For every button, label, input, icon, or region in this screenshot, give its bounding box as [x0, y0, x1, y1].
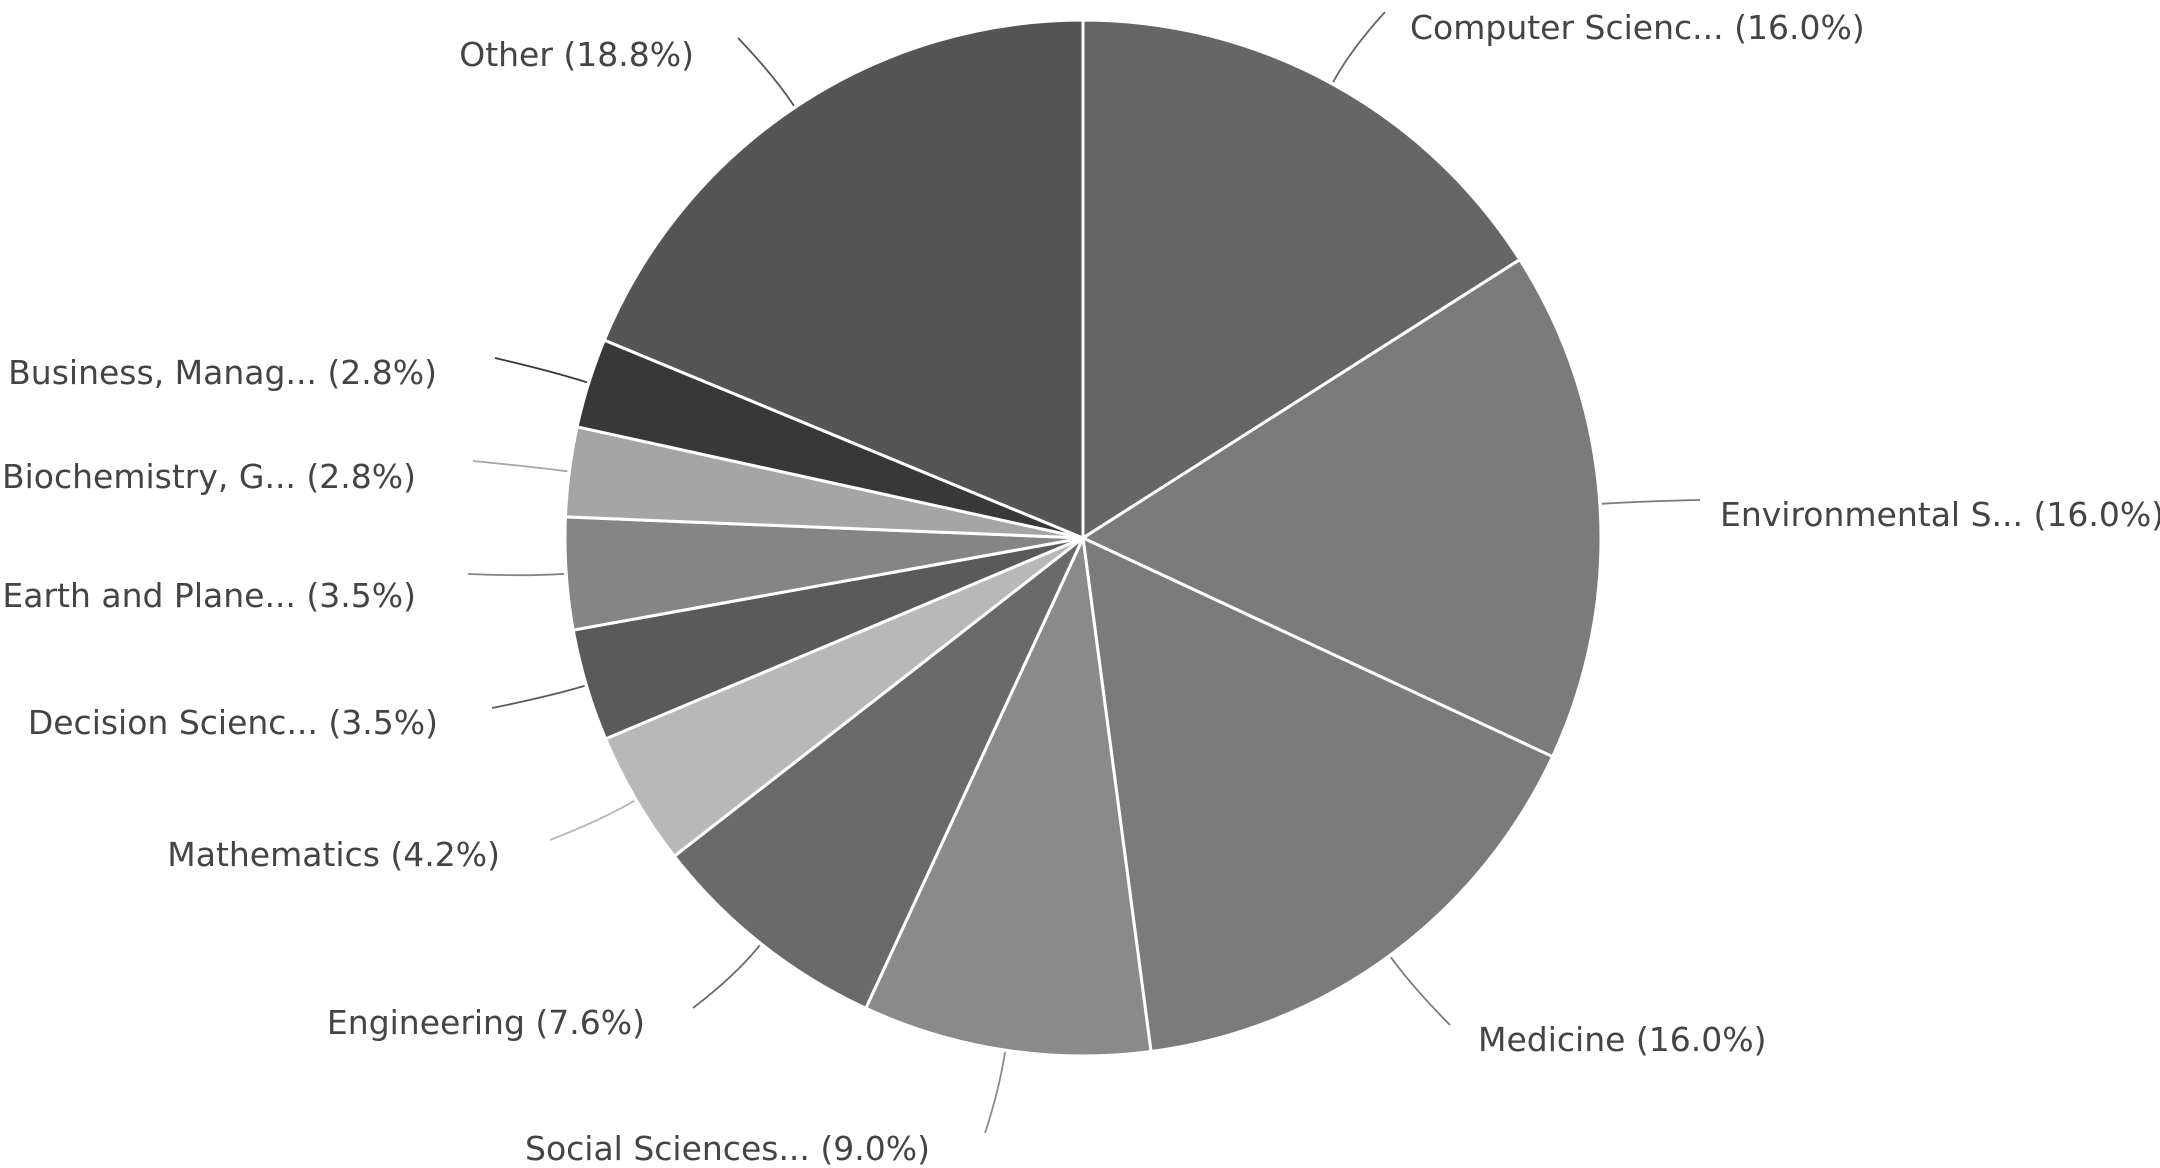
- leader-line: [1601, 499, 1701, 505]
- leader-line: [1390, 956, 1451, 1026]
- pie-slice: [1081, 535, 1555, 1054]
- slice-labels: Computer Scienc... (16.0%) Environmental …: [2, 8, 2160, 1168]
- leader-line: [491, 685, 585, 709]
- slice-label: Mathematics (4.2%): [167, 835, 500, 874]
- leader-line: [549, 800, 635, 841]
- slice-label: Computer Scienc... (16.0%): [1410, 8, 1865, 47]
- slice-label: Earth and Plane... (3.5%): [2, 576, 416, 615]
- leader-line: [737, 37, 795, 107]
- slice-label: Medicine (16.0%): [1478, 1020, 1767, 1059]
- slice-label: Business, Manag... (2.8%): [8, 353, 437, 392]
- pie-slices: [563, 18, 1603, 1058]
- slice-label: Social Sciences... (9.0%): [525, 1129, 930, 1168]
- leader-line: [494, 357, 588, 384]
- leader-line: [472, 460, 568, 473]
- leader-line: [984, 1051, 1006, 1134]
- slice-label: Other (18.8%): [459, 35, 694, 74]
- leader-line: [1332, 11, 1386, 83]
- slice-label: Decision Scienc... (3.5%): [28, 703, 438, 742]
- leader-line: [692, 944, 761, 1009]
- leader-lines: [467, 11, 1701, 1134]
- slice-label: Engineering (7.6%): [327, 1003, 645, 1042]
- pie-slice: [1079, 257, 1603, 759]
- pie-slice: [863, 532, 1153, 1058]
- pie-slice: [602, 18, 1085, 541]
- pie-slice: [1081, 18, 1522, 541]
- slice-label: Environmental S... (16.0%): [1720, 495, 2160, 534]
- leader-line: [467, 572, 565, 577]
- pie-slice: [672, 536, 1085, 1011]
- slice-label: Biochemistry, G... (2.8%): [2, 457, 416, 496]
